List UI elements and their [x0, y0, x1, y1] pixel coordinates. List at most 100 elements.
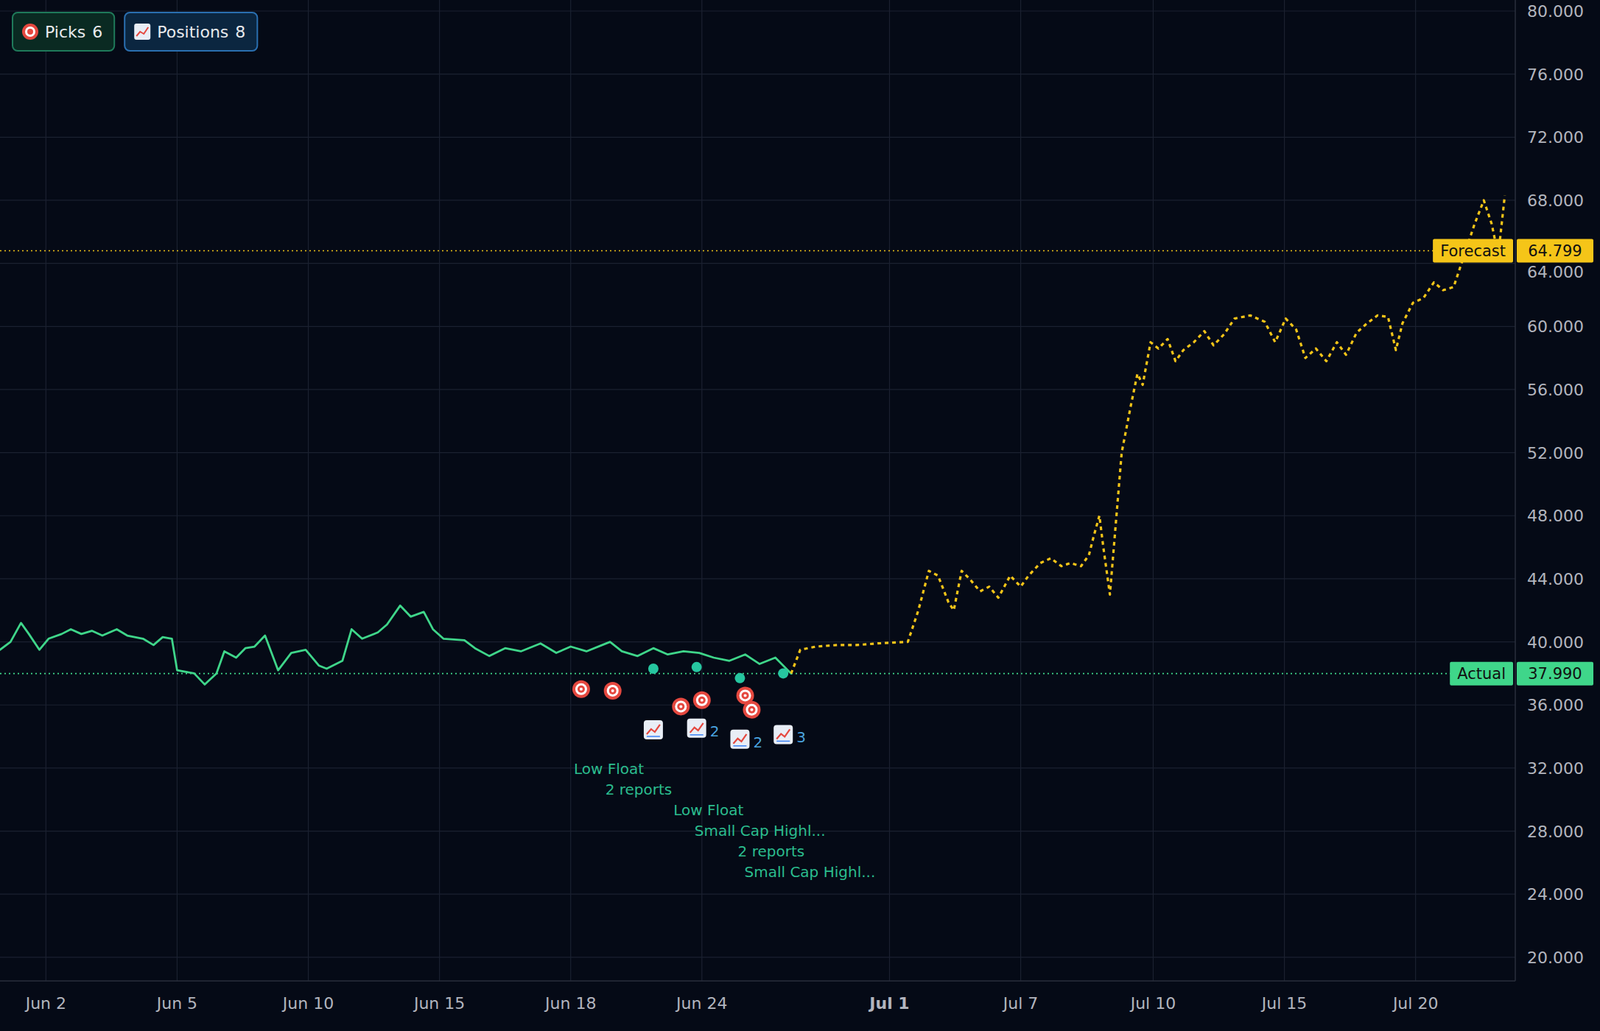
- y-tick-label: 40.000: [1527, 633, 1584, 652]
- y-axis-line: [1514, 0, 1517, 982]
- position-icon: [643, 720, 663, 740]
- position-icon: [687, 718, 707, 739]
- x-tick-label: Jul 15: [1260, 994, 1308, 1013]
- x-grid-line: [889, 0, 890, 982]
- x-grid-line: [176, 0, 178, 982]
- x-grid-line: [1283, 0, 1285, 982]
- pick-center: [579, 688, 583, 691]
- icon-base: [732, 745, 747, 747]
- pick-inner: [676, 702, 685, 711]
- badge-icon: [22, 23, 39, 40]
- badge-icon: [136, 27, 149, 37]
- badge-count: 8: [234, 22, 246, 42]
- icon-box: [643, 720, 663, 740]
- pick-label: Small Cap Highl...: [694, 822, 826, 840]
- y-tick-label: 28.000: [1527, 822, 1584, 842]
- badge-icon: [25, 26, 36, 37]
- icon-base: [690, 734, 704, 736]
- x-tick-label: Jul 1: [867, 994, 910, 1013]
- y-grid-line: [0, 262, 1516, 264]
- pick-inner: [698, 696, 706, 705]
- y-tick-label: 32.000: [1527, 759, 1584, 778]
- position-count: 3: [796, 728, 806, 747]
- position-count: 2: [710, 722, 720, 741]
- icon-base: [646, 735, 661, 738]
- x-grid-line: [1152, 0, 1154, 982]
- y-tick-label: 44.000: [1527, 570, 1584, 589]
- icon-box: [687, 718, 707, 739]
- pick-marker: [572, 680, 591, 699]
- position-icon: [773, 724, 793, 745]
- pick-label: 2 reports: [738, 842, 806, 861]
- badge-icon: [134, 23, 151, 40]
- pick-center: [700, 699, 704, 703]
- icon-line: [776, 729, 790, 739]
- position-dot: [648, 663, 659, 675]
- pick-marker: [693, 691, 711, 710]
- y-grid-line: [0, 73, 1516, 75]
- icon-box: [773, 724, 793, 745]
- x-grid-line: [307, 0, 309, 982]
- y-grid-line: [0, 641, 1516, 643]
- ref-value-box: [1516, 662, 1594, 686]
- ref-value-box: [1516, 239, 1594, 263]
- y-tick-label: 80.000: [1527, 2, 1584, 21]
- y-tick-label: 56.000: [1527, 380, 1584, 400]
- ref-value: 37.990: [1527, 665, 1582, 683]
- chart: Jun 2Jun 5Jun 10Jun 15Jun 18Jun 24Jul 1J…: [0, 0, 1600, 1031]
- pick-label: Low Float: [673, 801, 744, 820]
- y-grid-line: [0, 388, 1516, 390]
- x-tick-label: Jun 2: [24, 994, 67, 1013]
- pick-label: Small Cap Highl...: [744, 863, 876, 882]
- y-grid-line: [0, 894, 1516, 896]
- x-tick-label: Jul 10: [1129, 994, 1177, 1013]
- pick-center: [749, 708, 753, 712]
- pick-center: [611, 689, 615, 693]
- reference-line: [0, 673, 1516, 675]
- y-grid-line: [0, 578, 1516, 580]
- pick-marker: [671, 697, 690, 716]
- pick-marker: [604, 682, 622, 700]
- y-grid-line: [0, 137, 1516, 138]
- y-grid-line: [0, 199, 1516, 201]
- pick-inner: [741, 691, 750, 700]
- pick-center: [679, 704, 683, 708]
- pick-outer: [742, 701, 761, 719]
- x-tick-label: Jul 7: [1001, 994, 1039, 1013]
- ref-name-box: [1449, 662, 1514, 686]
- pick-outer: [693, 691, 711, 710]
- x-grid-line: [1415, 0, 1416, 982]
- y-tick-label: 52.000: [1527, 444, 1584, 463]
- ref-name: Actual: [1457, 665, 1506, 683]
- badge: [12, 12, 115, 51]
- y-grid-line: [0, 452, 1516, 454]
- pick-inner: [747, 706, 756, 714]
- y-tick-label: 60.000: [1527, 317, 1584, 336]
- y-grid-line: [0, 515, 1516, 517]
- background: [0, 0, 1600, 1031]
- y-grid-line: [0, 10, 1516, 12]
- icon-base: [776, 741, 790, 743]
- reference-line: [0, 250, 1516, 252]
- y-tick-label: 24.000: [1527, 885, 1584, 904]
- series-line: [791, 195, 1505, 675]
- y-tick-label: 20.000: [1527, 948, 1584, 968]
- pick-ring: [575, 683, 588, 696]
- y-tick-label: 68.000: [1527, 191, 1584, 210]
- pick-marker: [742, 701, 761, 719]
- x-grid-line: [570, 0, 571, 982]
- pick-ring: [606, 685, 619, 697]
- y-grid-line: [0, 326, 1516, 328]
- x-axis-line: [0, 980, 1516, 982]
- x-tick-label: Jun 10: [281, 994, 334, 1013]
- position-dot: [691, 662, 703, 673]
- position-icon: [730, 730, 750, 750]
- y-tick-label: 48.000: [1527, 506, 1584, 526]
- badge-count: 6: [92, 22, 103, 42]
- pick-outer: [604, 682, 622, 700]
- x-tick-label: Jun 5: [155, 994, 198, 1013]
- pick-label: 2 reports: [605, 780, 673, 799]
- icon-line: [690, 723, 704, 733]
- y-tick-label: 64.000: [1527, 262, 1584, 282]
- pick-ring: [674, 700, 687, 713]
